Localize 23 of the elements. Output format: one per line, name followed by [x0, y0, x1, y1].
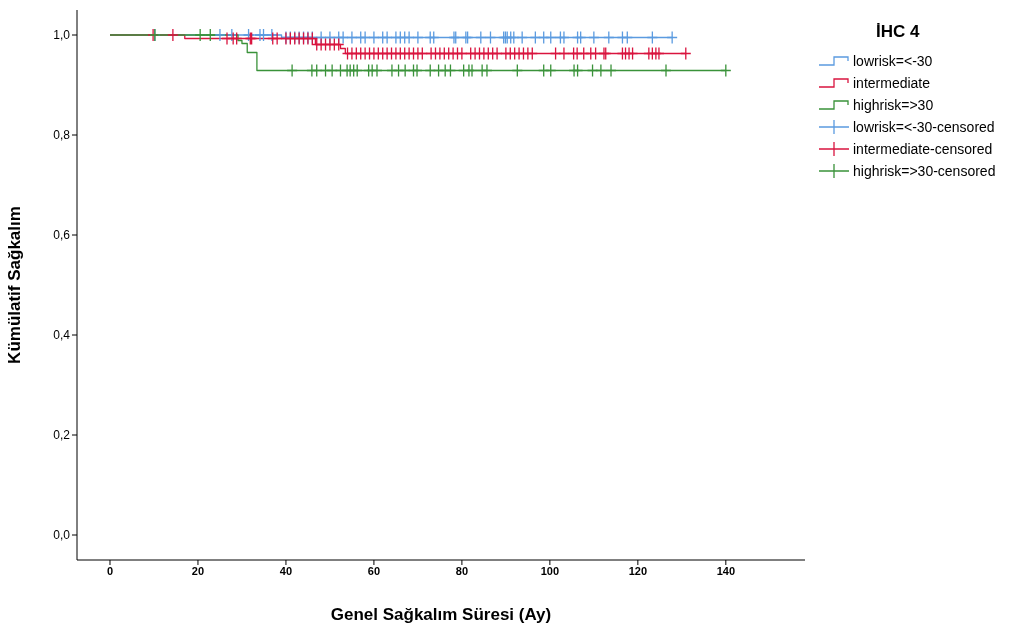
y-tick-label: 0,2	[53, 428, 71, 443]
y-tick-label: 0,8	[53, 128, 71, 143]
x-tick-label: 20	[191, 564, 205, 577]
y-axis-title: Kümülatif Sağkalım	[5, 206, 25, 364]
x-tick-label: 120	[628, 564, 648, 577]
legend-label: lowrisk=<-30	[853, 53, 933, 69]
legend-label: intermediate-censored	[853, 141, 993, 157]
x-tick-label: 40	[279, 564, 293, 577]
legend-label: intermediate	[853, 75, 931, 91]
legend-label: highrisk=>30	[853, 97, 934, 113]
y-tick-label: 1,0	[53, 28, 71, 43]
x-axis-title: Genel Sağkalım Süresi (Ay)	[330, 605, 552, 624]
legend-label: highrisk=>30-censored	[853, 163, 996, 179]
x-tick-label: 80	[455, 564, 469, 577]
x-tick-label: 140	[716, 564, 735, 577]
x-tick-label: 0	[106, 564, 114, 577]
x-tick-label: 100	[540, 564, 560, 577]
legend-label: lowrisk=<-30-censored	[853, 119, 995, 135]
y-tick-label: 0,6	[53, 228, 71, 243]
y-tick-label: 0,0	[53, 528, 71, 543]
x-tick-label: 60	[367, 564, 381, 577]
legend-title: İHC 4	[876, 22, 921, 42]
y-tick-label: 0,4	[53, 328, 71, 343]
